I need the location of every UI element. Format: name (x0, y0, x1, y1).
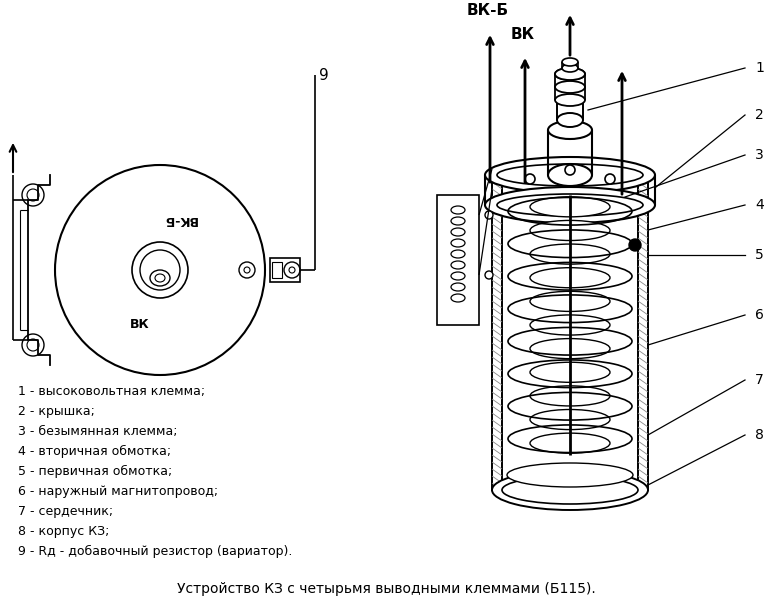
Ellipse shape (507, 463, 633, 487)
Text: 4: 4 (755, 198, 764, 212)
Ellipse shape (555, 94, 585, 106)
Ellipse shape (557, 113, 583, 127)
Ellipse shape (530, 244, 610, 264)
Text: 7: 7 (755, 373, 764, 387)
Text: 8: 8 (755, 428, 764, 442)
Text: ВК: ВК (130, 318, 150, 331)
Ellipse shape (530, 362, 610, 383)
Ellipse shape (530, 268, 610, 288)
Text: ВК-Б: ВК-Б (467, 3, 509, 18)
Bar (437, 195, 479, 325)
Ellipse shape (502, 476, 638, 504)
Ellipse shape (530, 433, 610, 453)
Ellipse shape (497, 194, 643, 216)
Ellipse shape (530, 291, 610, 312)
Ellipse shape (530, 315, 610, 335)
Text: Устройство КЗ с четырьмя выводными клеммами (Б115).: Устройство КЗ с четырьмя выводными клемм… (177, 582, 596, 596)
Ellipse shape (548, 164, 592, 186)
Ellipse shape (555, 81, 585, 93)
Text: 4 - вторичная обмотка;: 4 - вторичная обмотка; (18, 445, 171, 458)
Text: 5: 5 (755, 248, 764, 262)
Ellipse shape (530, 410, 610, 429)
Bar (272, 262, 282, 278)
Text: 3 - безымянная клемма;: 3 - безымянная клемма; (18, 425, 178, 438)
Ellipse shape (562, 58, 578, 66)
Text: 6 - наружный магнитопровод;: 6 - наружный магнитопровод; (18, 485, 218, 498)
Ellipse shape (629, 239, 641, 251)
Ellipse shape (485, 271, 493, 279)
Bar (270, 258, 300, 282)
Ellipse shape (548, 121, 592, 139)
Text: 9 - Rд - добавочный резистор (вариатор).: 9 - Rд - добавочный резистор (вариатор). (18, 545, 292, 558)
Ellipse shape (530, 221, 610, 240)
Bar (638, 175, 648, 490)
Ellipse shape (530, 339, 610, 359)
Bar (492, 175, 502, 490)
Text: 2 - крышка;: 2 - крышка; (18, 405, 95, 418)
Ellipse shape (555, 68, 585, 80)
Ellipse shape (485, 157, 655, 193)
Ellipse shape (530, 386, 610, 406)
Ellipse shape (530, 197, 610, 217)
Ellipse shape (485, 211, 493, 219)
Ellipse shape (497, 164, 643, 186)
Text: ВК: ВК (511, 27, 535, 42)
Text: 9: 9 (319, 68, 329, 83)
Ellipse shape (565, 165, 575, 175)
Ellipse shape (605, 174, 615, 184)
Text: 1 - высоковольтная клемма;: 1 - высоковольтная клемма; (18, 385, 205, 398)
Text: 2: 2 (755, 108, 764, 122)
Text: 1: 1 (755, 61, 764, 75)
Ellipse shape (492, 470, 648, 510)
Text: 3: 3 (755, 148, 764, 162)
Text: 8 - корпус КЗ;: 8 - корпус КЗ; (18, 525, 109, 538)
Text: ВК-Б: ВК-Б (163, 214, 197, 227)
Ellipse shape (485, 187, 655, 223)
Text: 7 - сердечник;: 7 - сердечник; (18, 505, 113, 518)
Ellipse shape (555, 68, 585, 80)
Ellipse shape (525, 174, 535, 184)
Ellipse shape (562, 64, 578, 72)
Text: 5 - первичная обмотка;: 5 - первичная обмотка; (18, 465, 172, 478)
Text: 6: 6 (755, 308, 764, 322)
